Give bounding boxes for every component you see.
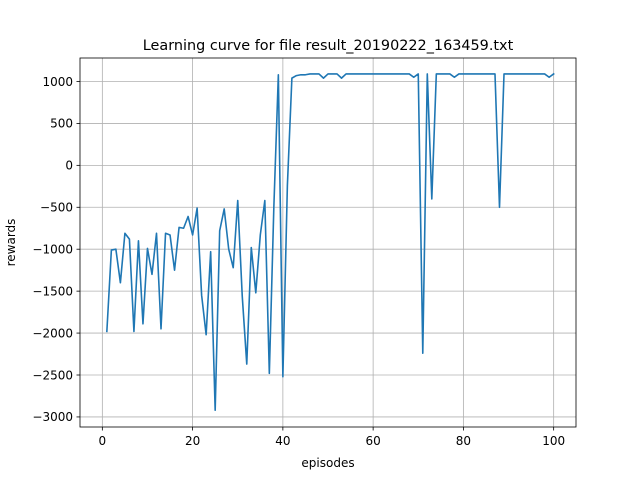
x-tick-label: 100	[542, 434, 565, 448]
y-tick-label: 1000	[42, 75, 73, 89]
rewards-series-line	[106, 72, 555, 412]
grid-layer	[80, 58, 576, 427]
x-tick-label: 80	[456, 434, 471, 448]
tick-layer: 0 20 40 60 80 100 −3000 −2500 −2000 −1500 −1000 −50…	[32, 75, 565, 448]
y-tick-label: −3000	[32, 410, 73, 424]
y-tick-label: −2500	[32, 368, 73, 382]
chart-title: Learning curve for file result_20190222_…	[143, 38, 514, 54]
y-tick-label: −500	[40, 201, 73, 215]
y-tick-label: −1000	[32, 243, 73, 257]
series-layer	[106, 72, 555, 412]
y-tick-label: 0	[65, 159, 73, 173]
y-tick-label: −1500	[32, 284, 73, 298]
x-axis-label: episodes	[301, 456, 354, 470]
x-tick-label: 0	[99, 434, 107, 448]
x-tick-label: 20	[185, 434, 200, 448]
y-axis-label: rewards	[4, 219, 18, 267]
x-tick-label: 40	[275, 434, 290, 448]
plot-frame	[79, 57, 577, 428]
x-tick-label: 60	[365, 434, 380, 448]
y-tick-label: 500	[50, 117, 73, 131]
y-tick-label: −2000	[32, 326, 73, 340]
